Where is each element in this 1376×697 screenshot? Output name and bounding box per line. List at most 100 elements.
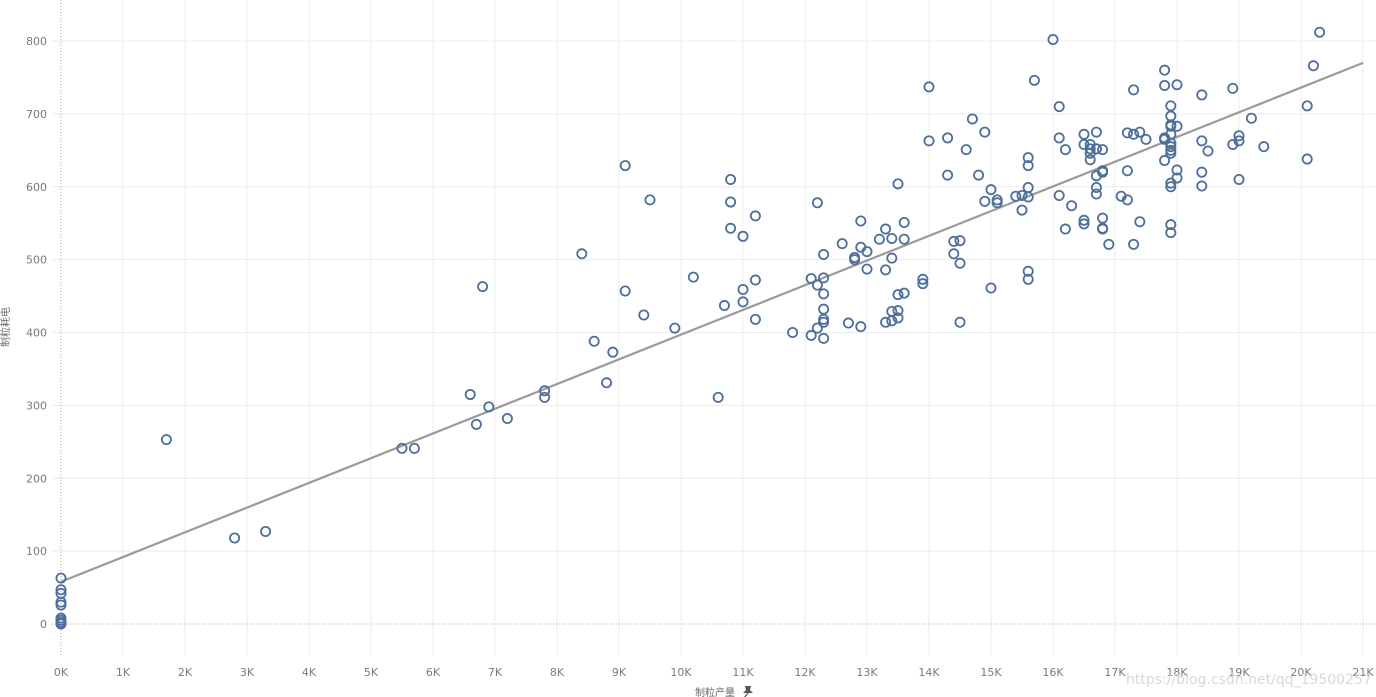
data-point[interactable]: [712, 391, 724, 403]
data-point[interactable]: [1078, 128, 1090, 140]
data-point[interactable]: [886, 252, 898, 264]
data-point[interactable]: [1196, 180, 1208, 192]
data-point[interactable]: [737, 284, 749, 296]
data-point[interactable]: [1022, 181, 1034, 193]
data-point[interactable]: [805, 273, 817, 285]
data-point[interactable]: [1134, 126, 1146, 138]
data-point[interactable]: [898, 233, 910, 245]
data-point[interactable]: [749, 210, 761, 222]
data-point[interactable]: [1159, 155, 1171, 167]
data-point[interactable]: [954, 235, 966, 247]
data-point[interactable]: [898, 216, 910, 228]
data-point[interactable]: [1159, 79, 1171, 91]
data-point[interactable]: [880, 264, 892, 276]
data-point[interactable]: [1171, 172, 1183, 184]
data-point[interactable]: [749, 274, 761, 286]
data-point[interactable]: [1227, 82, 1239, 94]
data-point[interactable]: [818, 249, 830, 261]
data-point[interactable]: [1121, 165, 1133, 177]
data-point[interactable]: [1053, 101, 1065, 113]
data-point[interactable]: [539, 391, 551, 403]
data-point[interactable]: [1301, 153, 1313, 165]
data-point[interactable]: [1202, 145, 1214, 157]
data-point[interactable]: [1090, 181, 1102, 193]
data-point[interactable]: [1053, 189, 1065, 201]
data-point[interactable]: [588, 335, 600, 347]
data-point[interactable]: [842, 317, 854, 329]
data-point[interactable]: [898, 287, 910, 299]
data-point[interactable]: [818, 288, 830, 300]
data-point[interactable]: [687, 271, 699, 283]
data-point[interactable]: [1010, 190, 1022, 202]
data-point[interactable]: [1016, 189, 1028, 201]
data-point[interactable]: [55, 599, 67, 611]
data-point[interactable]: [1140, 133, 1152, 145]
data-point[interactable]: [917, 278, 929, 290]
data-point[interactable]: [861, 246, 873, 258]
data-point[interactable]: [1165, 181, 1177, 193]
data-point[interactable]: [55, 572, 67, 584]
data-point[interactable]: [1165, 110, 1177, 122]
data-point[interactable]: [477, 281, 489, 293]
data-point[interactable]: [576, 248, 588, 260]
data-point[interactable]: [979, 126, 991, 138]
data-point[interactable]: [873, 233, 885, 245]
data-point[interactable]: [886, 232, 898, 244]
data-point[interactable]: [1121, 194, 1133, 206]
data-point[interactable]: [1128, 238, 1140, 250]
data-point[interactable]: [160, 434, 172, 446]
data-point[interactable]: [892, 178, 904, 190]
data-point[interactable]: [1165, 100, 1177, 112]
data-point[interactable]: [1090, 188, 1102, 200]
data-point[interactable]: [917, 273, 929, 285]
data-point[interactable]: [849, 254, 861, 266]
data-point[interactable]: [1165, 227, 1177, 239]
data-point[interactable]: [923, 81, 935, 93]
data-point[interactable]: [1196, 166, 1208, 178]
data-point[interactable]: [396, 442, 408, 454]
data-point[interactable]: [260, 525, 272, 537]
data-point[interactable]: [501, 412, 513, 424]
data-point[interactable]: [1171, 164, 1183, 176]
data-point[interactable]: [892, 289, 904, 301]
data-point[interactable]: [539, 385, 551, 397]
data-point[interactable]: [811, 322, 823, 334]
data-point[interactable]: [985, 282, 997, 294]
data-point[interactable]: [942, 132, 954, 144]
data-point[interactable]: [818, 332, 830, 344]
data-point[interactable]: [1301, 100, 1313, 112]
data-point[interactable]: [1165, 120, 1177, 132]
data-point[interactable]: [1165, 137, 1177, 149]
data-point[interactable]: [725, 222, 737, 234]
data-point[interactable]: [880, 316, 892, 328]
data-point[interactable]: [818, 303, 830, 315]
data-point[interactable]: [644, 194, 656, 206]
data-point[interactable]: [948, 248, 960, 260]
data-point[interactable]: [1059, 223, 1071, 235]
data-point[interactable]: [1028, 74, 1040, 86]
data-point[interactable]: [749, 313, 761, 325]
data-point[interactable]: [1233, 130, 1245, 142]
data-point[interactable]: [607, 346, 619, 358]
data-point[interactable]: [1022, 152, 1034, 164]
data-point[interactable]: [1171, 79, 1183, 91]
data-point[interactable]: [1084, 154, 1096, 166]
data-point[interactable]: [1097, 144, 1109, 156]
data-point[interactable]: [1121, 127, 1133, 139]
data-point[interactable]: [818, 272, 830, 284]
data-point[interactable]: [1165, 219, 1177, 231]
pin-icon[interactable]: [743, 686, 753, 697]
data-point[interactable]: [1066, 200, 1078, 212]
data-point[interactable]: [886, 315, 898, 327]
data-point[interactable]: [1307, 60, 1319, 72]
data-point[interactable]: [855, 321, 867, 333]
data-point[interactable]: [861, 263, 873, 275]
data-point[interactable]: [619, 160, 631, 172]
data-point[interactable]: [1059, 144, 1071, 156]
data-point[interactable]: [408, 442, 420, 454]
data-point[interactable]: [892, 312, 904, 324]
data-point[interactable]: [1022, 160, 1034, 172]
data-point[interactable]: [483, 401, 495, 413]
data-point[interactable]: [954, 257, 966, 269]
data-point[interactable]: [1159, 64, 1171, 76]
